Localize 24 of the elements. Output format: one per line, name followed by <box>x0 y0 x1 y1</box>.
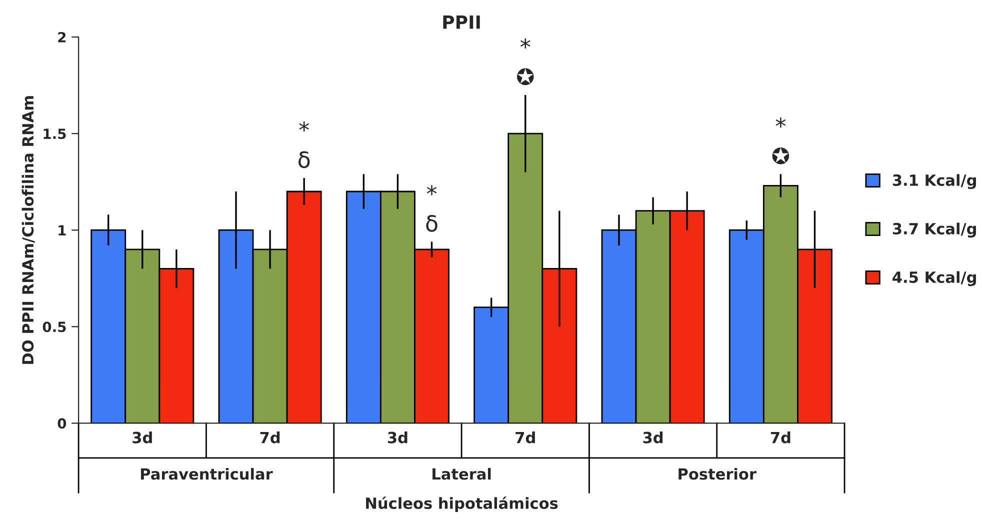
x-tick-label: 3d <box>132 432 152 444</box>
legend-label: 3.1 Kcal/g <box>892 174 976 190</box>
data-label: * δ <box>426 185 438 232</box>
y-tick-label: 0.5 <box>42 322 66 332</box>
legend-label: 4.5 Kcal/g <box>892 271 976 286</box>
y-axis-title: DO PPII RNAm/Ciclofilina RNAm <box>22 96 35 364</box>
text: Posterior <box>678 468 756 480</box>
y-tick-label: 1 <box>58 225 66 236</box>
chart-title: PPII <box>443 16 480 29</box>
x-axis-title: Núcleos hipotalámicos <box>366 496 558 512</box>
x-tick-label: 7d <box>260 432 280 444</box>
data-label: * ✪ <box>516 38 534 86</box>
text: Lateral <box>432 468 491 480</box>
y-tick-label: 2 <box>58 32 66 42</box>
x-tick-label: 3d <box>643 432 663 444</box>
data-label: * ✪ <box>772 118 790 164</box>
y-tick-label: 1.5 <box>44 128 66 140</box>
x-tick-label: 7d <box>770 432 790 444</box>
x-tick-label: 3d <box>388 432 408 444</box>
legend-label: 3.7 Kcal/g <box>892 222 976 238</box>
y-tick-label: 0 <box>58 418 66 429</box>
text: Paraventricular <box>141 468 273 480</box>
x-tick-label: 7d <box>516 432 535 444</box>
data-label: * δ <box>298 121 310 168</box>
